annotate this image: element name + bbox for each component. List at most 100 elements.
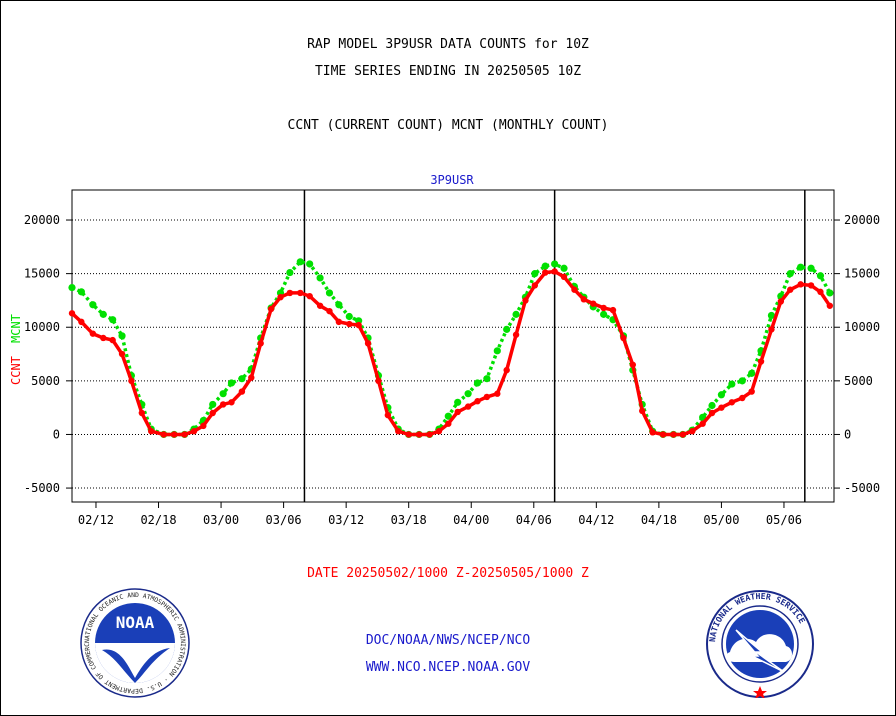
mcnt-data-point	[503, 325, 511, 333]
ccnt-data-point	[426, 431, 433, 438]
y-tick-label-left: 0	[53, 427, 60, 441]
y-tick-label-left: 15000	[24, 267, 60, 281]
mcnt-data-point	[296, 258, 304, 266]
x-tick-label: 04/06	[516, 513, 552, 527]
x-tick-label: 04/18	[641, 513, 677, 527]
ccnt-data-point	[807, 282, 815, 289]
ccnt-data-point	[629, 361, 637, 368]
date-range-label: DATE 20250502/1000 Z-20250505/1000 Z	[307, 566, 589, 581]
ccnt-data-point	[257, 340, 264, 347]
ccnt-data-point	[728, 399, 736, 406]
plot-title: 3P9USR	[430, 173, 474, 187]
ccnt-data-point	[590, 300, 597, 307]
mcnt-data-point	[89, 301, 97, 309]
mcnt-data-point	[797, 263, 805, 271]
ccnt-data-point	[109, 336, 116, 344]
y-tick-label-left: 5000	[31, 374, 60, 388]
ccnt-data-point	[454, 408, 461, 416]
ccnt-data-point	[118, 350, 126, 358]
ccnt-data-point	[170, 431, 178, 438]
ccnt-data-point	[512, 331, 520, 338]
ccnt-data-point	[768, 326, 775, 333]
mcnt-data-point	[748, 369, 756, 377]
chart-title-line2: TIME SERIES ENDING IN 20250505 10Z	[314, 64, 582, 79]
ccnt-data-point	[718, 404, 725, 411]
ccnt-data-point	[609, 306, 617, 314]
ccnt-data-point	[445, 420, 452, 427]
mcnt-data-point	[473, 379, 482, 387]
nws-star-icon	[753, 686, 767, 698]
ccnt-data-point	[138, 409, 146, 417]
ccnt-data-point	[797, 281, 804, 288]
y-tick-label-right: 15000	[844, 267, 880, 281]
mcnt-data-point	[512, 310, 520, 318]
chart-title-line1: RAP MODEL 3P9USR DATA COUNTS for 10Z	[307, 37, 589, 52]
chart-title-line3: CCNT (CURRENT COUNT) MCNT (MONTHLY COUNT…	[287, 118, 609, 133]
mcnt-data-point	[767, 311, 776, 320]
ccnt-data-point	[277, 294, 284, 301]
y-tick-label-left: 20000	[24, 213, 60, 227]
ccnt-data-point	[346, 320, 353, 328]
noaa-logo[interactable]: NOAA NATIONAL OCEANIC AND ATMOSPHERIC AD…	[80, 588, 190, 698]
ccnt-data-point	[817, 288, 824, 296]
ccnt-data-point	[739, 394, 746, 402]
ccnt-data-point	[649, 429, 656, 436]
mcnt-data-point	[345, 312, 353, 321]
ccnt-data-point	[638, 407, 646, 415]
y-tick-label-left: 10000	[24, 320, 60, 334]
ccnt-data-point	[100, 334, 107, 342]
mcnt-data-point	[325, 289, 334, 297]
ccnt-data-point	[355, 321, 362, 329]
mcnt-data-point	[454, 398, 462, 406]
ccnt-data-point	[531, 282, 539, 289]
ccnt-data-point	[297, 289, 304, 297]
ccnt-data-point	[316, 302, 324, 309]
ccnt-data-point	[435, 428, 443, 435]
ccnt-data-point	[826, 302, 834, 309]
x-tick-label: 03/18	[391, 513, 427, 527]
ccnt-data-point	[384, 411, 392, 419]
mcnt-data-point	[560, 264, 568, 272]
nco-website-link[interactable]: WWW.NCO.NCEP.NOAA.GOV	[365, 660, 531, 675]
ccnt-data-point	[689, 428, 696, 435]
mcnt-data-point	[717, 391, 726, 399]
x-tick-label: 05/00	[703, 513, 739, 527]
mcnt-data-point	[335, 301, 343, 309]
ccnt-data-point	[679, 431, 687, 438]
ccnt-data-point	[571, 286, 578, 293]
ccnt-data-point	[483, 393, 491, 401]
y-axis-label: CCNT MCNT	[9, 314, 23, 385]
mcnt-data-point	[219, 390, 227, 398]
ccnt-data-point	[326, 307, 333, 315]
mcnt-data-point	[109, 316, 117, 324]
ccnt-data-point	[248, 374, 255, 381]
x-tick-label: 03/00	[203, 513, 239, 527]
y-tick-label-right: 10000	[844, 320, 880, 334]
ccnt-data-point	[464, 403, 472, 410]
ccnt-data-point	[659, 431, 667, 438]
x-tick-label: 05/06	[766, 513, 802, 527]
ccnt-data-point	[580, 296, 588, 303]
mcnt-data-point	[306, 260, 314, 268]
mcnt-data-point	[786, 270, 794, 278]
ccnt-data-point	[757, 358, 765, 365]
ccnt-data-point	[748, 388, 755, 395]
mcnt-data-point	[238, 375, 246, 383]
mcnt-data-point	[286, 268, 294, 277]
mcnt-data-point	[227, 379, 236, 387]
ccnt-data-point	[209, 409, 216, 417]
ccnt-data-point	[364, 340, 372, 347]
ccnt-data-point	[375, 377, 382, 385]
nws-logo[interactable]: NATIONAL WEATHER SERVICE	[706, 590, 814, 698]
mcnt-data-point	[600, 310, 608, 318]
mcnt-data-point	[316, 274, 324, 282]
y-axis-label-ccnt: CCNT	[9, 356, 23, 385]
mcnt-data-point	[728, 380, 736, 388]
ccnt-data-point	[787, 286, 794, 293]
doc-noaa-link[interactable]: DOC/NOAA/NWS/NCEP/NCO	[365, 633, 531, 648]
mcnt-data-point	[541, 262, 549, 270]
x-tick-label: 03/12	[328, 513, 364, 527]
ccnt-data-point	[128, 377, 135, 385]
x-tick-label: 04/12	[578, 513, 614, 527]
